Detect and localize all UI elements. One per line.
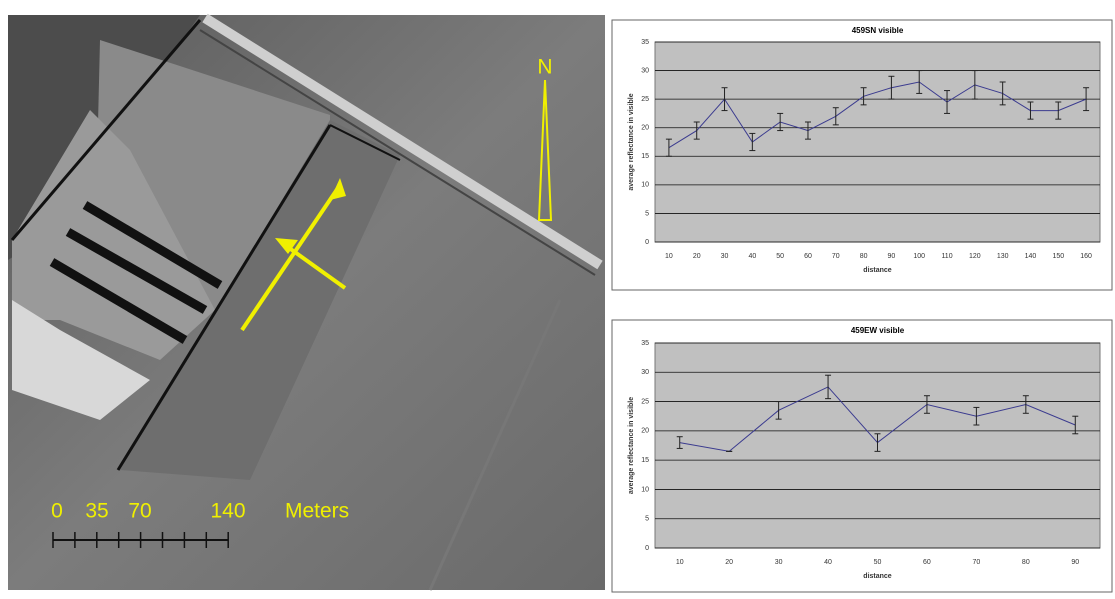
scale-label: 0 (51, 500, 63, 523)
x-tick-label: 70 (972, 559, 980, 566)
x-tick-label: 120 (969, 253, 981, 260)
y-tick-label: 10 (641, 182, 649, 189)
x-tick-label: 100 (913, 253, 925, 260)
error-bar (693, 121, 700, 140)
x-tick-label: 90 (1071, 559, 1079, 566)
x-tick-label: 70 (832, 253, 840, 260)
error-bar (1022, 395, 1029, 414)
scale-unit: Meters (285, 500, 349, 523)
chart: 459EW visible distance average reflectance… (611, 319, 1113, 593)
x-axis-label: distance (863, 267, 892, 274)
error-bar (1055, 101, 1062, 120)
error-bar (923, 395, 930, 414)
error-bar (749, 132, 756, 152)
chart-title: 459EW visible (851, 326, 905, 335)
y-tick-label: 30 (641, 67, 649, 74)
x-tick-label: 30 (721, 253, 729, 260)
y-tick-label: 25 (641, 398, 649, 405)
chart: 459SN visible distance average reflectance… (611, 19, 1113, 291)
scale-label: 70 (128, 500, 151, 523)
error-bar (888, 75, 895, 100)
y-tick-label: 20 (641, 125, 649, 132)
error-bar (825, 374, 832, 400)
error-bar (721, 87, 728, 112)
error-bar (804, 121, 811, 140)
y-tick-label: 15 (641, 457, 649, 464)
x-tick-label: 50 (776, 253, 784, 260)
error-bar (973, 406, 980, 426)
error-bar (665, 138, 672, 157)
y-tick-label: 10 (641, 486, 649, 493)
y-tick-label: 35 (641, 39, 649, 46)
error-bar (860, 87, 867, 106)
error-bar (777, 112, 784, 132)
error-bar (999, 81, 1006, 106)
y-axis-label: average reflectance in visible (628, 397, 635, 494)
data-line (668, 81, 1087, 149)
x-tick-label: 130 (997, 253, 1009, 260)
y-axis-label: average reflectance in visible (628, 93, 635, 190)
chart-title: 459SN visible (852, 26, 904, 35)
x-tick-label: 50 (874, 559, 882, 566)
x-tick-label: 110 (941, 253, 952, 260)
error-bar (874, 433, 881, 452)
x-tick-label: 20 (693, 253, 701, 260)
y-tick-label: 5 (645, 516, 649, 523)
satellite-image (8, 13, 605, 591)
error-bar (775, 401, 782, 420)
error-bar (944, 90, 951, 114)
x-axis-label: distance (863, 573, 892, 580)
y-tick-label: 15 (641, 153, 649, 160)
x-tick-label: 160 (1080, 253, 1092, 260)
x-tick-label: 90 (888, 253, 896, 260)
north-label: N (537, 56, 552, 79)
error-bar (676, 436, 683, 449)
y-tick-label: 0 (645, 545, 649, 552)
y-tick-label: 5 (645, 210, 649, 217)
x-tick-label: 30 (775, 559, 783, 566)
scale-label: 35 (85, 500, 108, 523)
plot-area (654, 41, 1101, 243)
error-bar (1027, 101, 1034, 120)
x-tick-label: 40 (824, 559, 832, 566)
error-bar (1083, 87, 1090, 112)
y-tick-label: 0 (645, 239, 649, 246)
x-tick-label: 60 (923, 559, 931, 566)
x-tick-label: 60 (804, 253, 812, 260)
x-tick-label: 150 (1052, 253, 1064, 260)
y-tick-label: 20 (641, 428, 649, 435)
x-tick-label: 20 (725, 559, 733, 566)
scale-label: 140 (210, 500, 245, 523)
x-tick-label: 10 (676, 559, 684, 566)
y-tick-label: 35 (641, 340, 649, 347)
x-tick-label: 80 (860, 253, 868, 260)
x-tick-label: 80 (1022, 559, 1030, 566)
error-bar (1072, 415, 1079, 435)
y-tick-label: 30 (641, 369, 649, 376)
y-tick-label: 25 (641, 96, 649, 103)
scale-bar: 0 35 70 140 (51, 500, 246, 548)
x-tick-label: 40 (748, 253, 756, 260)
error-bar (971, 70, 978, 100)
x-tick-label: 140 (1025, 253, 1037, 260)
x-tick-label: 10 (665, 253, 673, 260)
error-bar (832, 107, 839, 126)
error-bar (916, 70, 923, 94)
